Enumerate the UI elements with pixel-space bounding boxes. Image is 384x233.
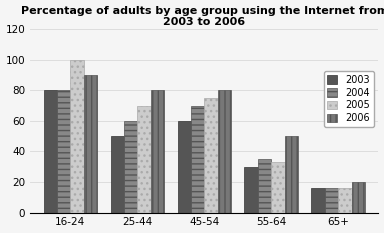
Bar: [84, 75, 97, 212]
Bar: [271, 162, 285, 212]
Legend: 2003, 2004, 2005, 2006: 2003, 2004, 2005, 2006: [324, 71, 374, 127]
Bar: [352, 182, 365, 212]
Bar: [137, 106, 151, 212]
Bar: [338, 188, 352, 212]
Title: Percentage of adults by age group using the Internet from
2003 to 2006: Percentage of adults by age group using …: [21, 6, 384, 27]
Bar: [57, 90, 70, 212]
Bar: [325, 188, 338, 212]
Bar: [151, 90, 164, 212]
Bar: [124, 121, 137, 212]
Bar: [218, 90, 231, 212]
Bar: [285, 136, 298, 212]
Bar: [70, 60, 84, 212]
Bar: [311, 188, 325, 212]
Bar: [111, 136, 124, 212]
Bar: [245, 167, 258, 212]
Bar: [191, 106, 204, 212]
Bar: [258, 159, 271, 212]
Bar: [177, 121, 191, 212]
Bar: [204, 98, 218, 212]
Bar: [43, 90, 57, 212]
